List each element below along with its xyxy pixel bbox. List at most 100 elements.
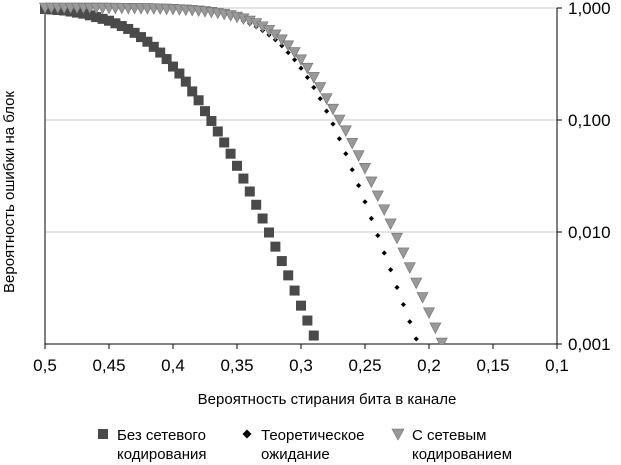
data-point <box>429 322 442 335</box>
data-point <box>302 315 313 326</box>
data-point <box>314 82 327 94</box>
data-point <box>244 186 255 197</box>
data-point <box>292 57 298 63</box>
data-point <box>275 34 288 46</box>
data-point <box>403 262 416 274</box>
tick-labels: 1,000 0,100 0,010 0,001 0,5 0,45 0,4 0,35 0,3 0,2… <box>33 0 610 375</box>
data-point <box>232 160 242 171</box>
data-point <box>282 40 295 52</box>
data-point <box>423 307 435 319</box>
data-point <box>123 23 134 34</box>
data-point <box>129 27 140 38</box>
data-point <box>251 199 262 210</box>
data-point <box>295 54 307 66</box>
y-axis-title: Вероятность ошибки на блок <box>1 91 18 293</box>
data-point <box>394 284 400 291</box>
data-point <box>161 54 172 65</box>
data-point <box>410 277 423 290</box>
series-0 <box>40 3 325 356</box>
data-point <box>333 114 346 127</box>
data-point <box>212 126 223 137</box>
data-point <box>142 36 153 47</box>
x-axis-title: Вероятность стирания бита в канале <box>198 391 457 408</box>
data-point <box>400 301 406 308</box>
x-tick-label: 0,15 <box>476 356 509 375</box>
y-tick-label: 0,001 <box>568 335 611 354</box>
data-point <box>362 199 368 205</box>
legend-marker <box>98 429 108 439</box>
data-point <box>435 337 448 344</box>
data-point <box>339 125 352 138</box>
data-point <box>346 137 359 150</box>
data-point <box>136 32 146 43</box>
data-point <box>148 41 159 52</box>
data-point <box>288 47 301 59</box>
x-tick-label: 0,25 <box>348 356 381 375</box>
legend-marker <box>391 428 405 441</box>
x-tick-label: 0,35 <box>220 356 253 375</box>
data-point <box>257 213 268 224</box>
legend-item: Теоретическое ожидание <box>242 427 365 463</box>
data-point <box>200 106 210 117</box>
legend-label: кодирования <box>117 446 207 463</box>
data-point <box>180 76 191 87</box>
data-point <box>388 267 394 273</box>
data-point <box>368 215 374 222</box>
series-2 <box>39 2 448 344</box>
y-tick-label: 1,000 <box>568 0 611 18</box>
data-point <box>356 182 362 189</box>
data-point <box>219 137 230 148</box>
data-point <box>384 218 397 231</box>
data-point <box>349 167 355 173</box>
data-point <box>104 15 114 26</box>
data-point <box>264 227 274 238</box>
data-point <box>225 148 236 159</box>
legend-label: кодированием <box>412 446 512 463</box>
legend-marker <box>242 429 252 439</box>
y-tick-label: 0,100 <box>568 111 611 130</box>
x-tick-label: 0,1 <box>545 356 569 375</box>
legend-label: С сетевым <box>412 427 486 444</box>
data-point <box>110 18 121 29</box>
data-point <box>311 84 317 91</box>
x-tick-label: 0,5 <box>33 356 57 375</box>
data-point <box>375 232 381 239</box>
data-point <box>416 292 429 304</box>
data-point <box>289 285 300 296</box>
legend-item: С сетевым кодированием <box>391 427 512 463</box>
data-point <box>336 136 342 142</box>
plot-area <box>39 2 448 356</box>
data-point <box>193 95 204 106</box>
data-point <box>84 10 95 21</box>
data-point <box>238 173 249 184</box>
legend-label: Без сетевого <box>117 427 206 444</box>
axes <box>44 7 562 349</box>
x-tick-label: 0,3 <box>289 356 313 375</box>
data-point <box>327 103 339 116</box>
legend-item: Без сетевого кодирования <box>98 427 207 463</box>
series-1 <box>132 5 419 342</box>
data-point <box>324 108 330 114</box>
data-point <box>397 247 410 260</box>
data-point <box>315 346 325 356</box>
data-point <box>359 163 371 175</box>
data-point <box>270 241 281 252</box>
data-point <box>378 204 391 216</box>
data-point <box>206 115 217 126</box>
data-point <box>365 176 378 189</box>
data-point <box>187 86 198 97</box>
data-point <box>155 47 166 58</box>
data-point <box>174 68 185 79</box>
data-point <box>308 330 319 341</box>
data-point <box>91 12 102 23</box>
data-point <box>352 150 365 162</box>
data-point <box>304 74 310 81</box>
y-tick-label: 0,010 <box>568 223 611 242</box>
data-point <box>276 256 287 267</box>
data-point <box>381 250 387 256</box>
data-point <box>296 300 306 311</box>
data-point <box>307 72 320 84</box>
data-point <box>298 65 304 71</box>
x-tick-label: 0,2 <box>417 356 441 375</box>
